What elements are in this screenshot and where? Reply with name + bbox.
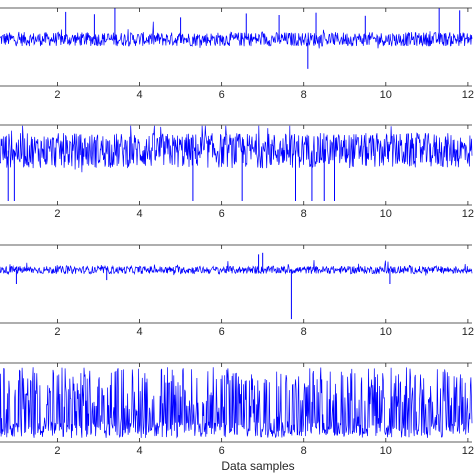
x-tick-label-12: 12 bbox=[462, 89, 474, 101]
x-axis-title: Data samples bbox=[221, 459, 294, 473]
signal-line bbox=[0, 21, 473, 49]
x-tick-label-6: 6 bbox=[219, 326, 225, 338]
x-tick-label-2: 2 bbox=[54, 208, 60, 220]
x-tick-label-4: 4 bbox=[136, 208, 142, 220]
subplots: 2 4 6 8 10 12 2 4 6 8 10 12 2 4 6 8 10 12 2 4 6 8 10 12 bbox=[0, 7, 474, 457]
x-tick-label-8: 8 bbox=[301, 89, 307, 101]
x-tick-label-6: 6 bbox=[219, 445, 225, 457]
x-tick-label-6: 6 bbox=[219, 89, 225, 101]
x-tick-label-10: 10 bbox=[380, 89, 392, 101]
x-tick-label-8: 8 bbox=[301, 445, 307, 457]
x-tick-label-10: 10 bbox=[380, 445, 392, 457]
subplot-2: 2 4 6 8 10 12 bbox=[0, 124, 474, 220]
x-tick-label-8: 8 bbox=[301, 208, 307, 220]
x-tick-label-10: 10 bbox=[380, 326, 392, 338]
signal-line bbox=[0, 260, 473, 276]
x-tick-label-4: 4 bbox=[136, 89, 142, 101]
x-tick-label-6: 6 bbox=[219, 208, 225, 220]
x-tick-label-8: 8 bbox=[301, 326, 307, 338]
signal-line bbox=[0, 125, 473, 173]
x-tick-label-4: 4 bbox=[136, 445, 142, 457]
x-tick-label-2: 2 bbox=[54, 89, 60, 101]
x-tick-label-2: 2 bbox=[54, 445, 60, 457]
x-tick-label-12: 12 bbox=[462, 445, 474, 457]
x-tick-label-12: 12 bbox=[462, 326, 474, 338]
x-tick-label-2: 2 bbox=[54, 326, 60, 338]
x-tick-label-10: 10 bbox=[380, 208, 392, 220]
subplot-3: 2 4 6 8 10 12 bbox=[0, 244, 474, 338]
x-tick-label-4: 4 bbox=[136, 326, 142, 338]
subplot-1: 2 4 6 8 10 12 bbox=[0, 7, 474, 101]
x-tick-label-12: 12 bbox=[462, 208, 474, 220]
signal-line bbox=[0, 367, 473, 439]
subplot-4: 2 4 6 8 10 12 bbox=[0, 362, 474, 457]
